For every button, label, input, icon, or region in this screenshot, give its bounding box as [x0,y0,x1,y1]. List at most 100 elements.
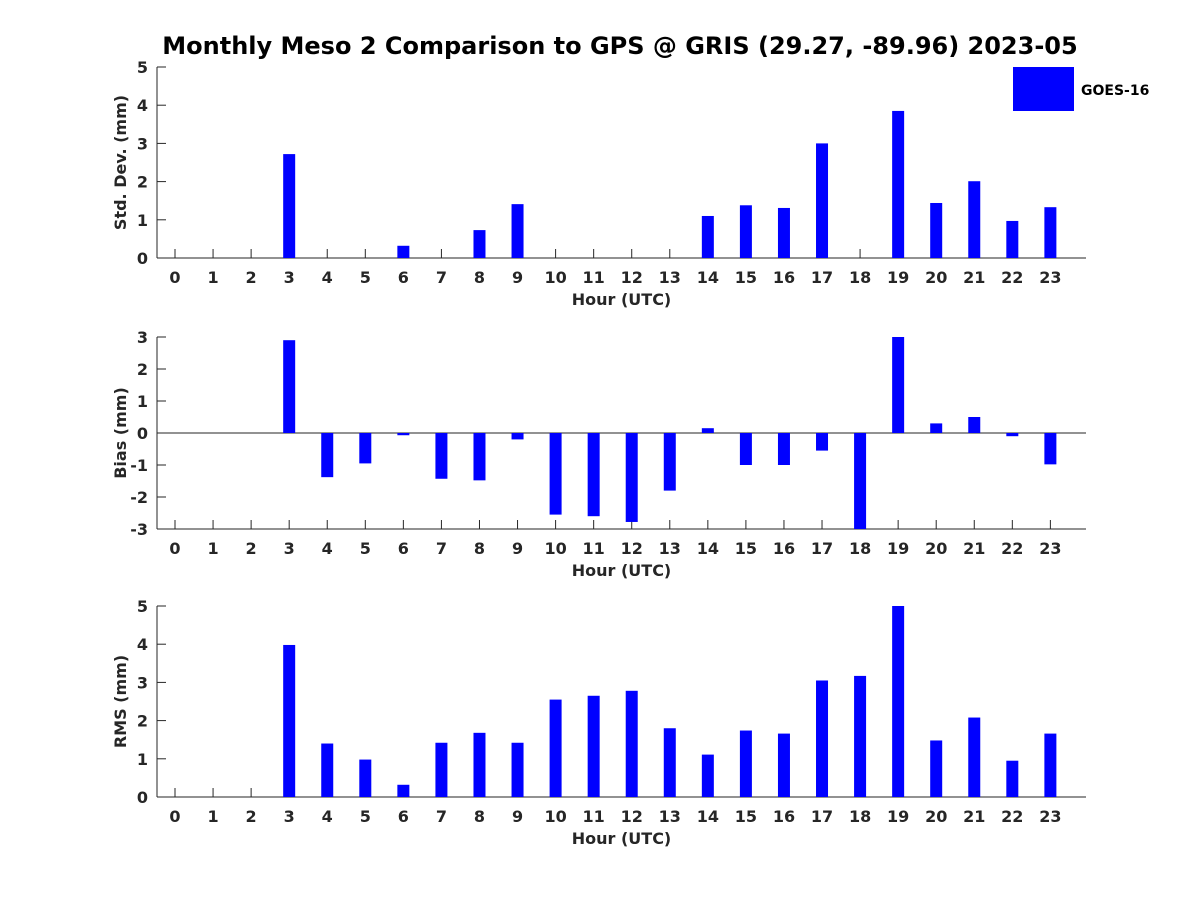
x-tick-label: 8 [474,539,485,558]
y-tick-label: 0 [137,249,148,268]
x-tick-label: 16 [773,539,795,558]
y-tick-label: -1 [130,456,148,475]
bar [473,732,486,797]
bar [1006,220,1019,258]
x-tick-label: 19 [887,539,909,558]
y-axis-label: Bias (mm) [111,387,130,479]
x-tick-label: 15 [735,268,757,287]
x-tick-label: 3 [284,268,295,287]
y-tick-label: 3 [137,134,148,153]
x-tick-label: 19 [887,807,909,826]
x-tick-label: 15 [735,539,757,558]
bar [854,675,867,797]
bar [701,754,714,797]
bar [359,433,372,464]
x-tick-label: 20 [925,539,947,558]
bar [930,423,943,433]
bar [511,742,524,797]
x-tick-label: 17 [811,268,833,287]
legend: GOES-16 [1013,67,1149,111]
bar [321,743,334,797]
x-tick-label: 5 [360,268,371,287]
bar [549,433,562,515]
y-tick-label: 4 [137,96,148,115]
bar [511,433,524,440]
x-tick-label: 3 [284,807,295,826]
y-tick-label: 0 [137,788,148,807]
x-tick-label: 11 [583,807,605,826]
x-axis-label: Hour (UTC) [572,290,672,309]
x-tick-label: 6 [398,268,409,287]
bar [701,215,714,258]
legend-label: GOES-16 [1081,83,1149,99]
bar [587,695,600,797]
bar [777,733,790,797]
x-tick-label: 16 [773,807,795,826]
x-tick-label: 1 [207,268,218,287]
bar [283,644,296,797]
x-tick-label: 21 [963,268,985,287]
bar [930,202,943,258]
bar [816,433,829,451]
bar [587,433,600,517]
bar [1044,207,1057,258]
bar [625,433,638,522]
x-tick-label: 16 [773,268,795,287]
y-axis-label: RMS (mm) [111,655,130,748]
bar [816,143,829,258]
x-tick-label: 8 [474,268,485,287]
x-tick-label: 1 [207,807,218,826]
x-tick-label: 10 [544,268,566,287]
x-tick-label: 22 [1001,807,1023,826]
bar [777,433,790,465]
bar [739,433,752,465]
x-tick-label: 2 [246,268,257,287]
x-tick-label: 9 [512,268,523,287]
x-tick-label: 13 [659,539,681,558]
bar [1006,760,1019,797]
x-tick-label: 12 [621,268,643,287]
x-tick-label: 12 [621,807,643,826]
x-tick-label: 6 [398,539,409,558]
x-tick-label: 14 [697,539,719,558]
x-tick-label: 22 [1001,539,1023,558]
x-tick-label: 13 [659,807,681,826]
y-tick-label: 2 [137,360,148,379]
x-tick-label: 17 [811,539,833,558]
bar [739,205,752,258]
y-tick-label: 2 [137,712,148,731]
bar [739,730,752,797]
bar [473,433,486,481]
y-tick-label: 0 [137,424,148,443]
x-tick-label: 2 [246,807,257,826]
x-tick-label: 4 [322,539,333,558]
x-tick-label: 7 [436,807,447,826]
bar [321,433,334,478]
bar [968,181,981,258]
bar [701,428,714,433]
x-tick-label: 21 [963,539,985,558]
bar [283,154,296,258]
bar [892,110,905,259]
x-tick-label: 13 [659,268,681,287]
x-tick-label: 5 [360,539,371,558]
x-axis-label: Hour (UTC) [572,561,672,580]
bar [968,717,981,797]
y-tick-label: 5 [137,58,148,77]
x-tick-label: 17 [811,807,833,826]
y-tick-label: 1 [137,211,148,230]
bar [549,699,562,797]
x-tick-label: 6 [398,807,409,826]
bar [854,433,867,529]
x-tick-label: 23 [1039,807,1061,826]
bar [283,340,296,433]
x-tick-label: 11 [583,268,605,287]
bar [397,245,410,258]
x-tick-label: 14 [697,268,719,287]
bar [892,606,905,797]
x-tick-label: 8 [474,807,485,826]
